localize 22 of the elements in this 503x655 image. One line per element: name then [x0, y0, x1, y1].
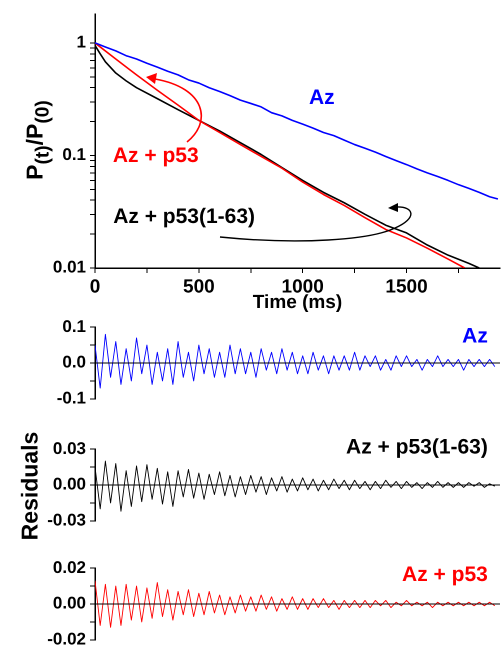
y-tick-label: 0.01	[52, 258, 86, 277]
y-tick-label: 0.1	[62, 316, 86, 336]
y-tick-label: 0.02	[52, 558, 86, 577]
y-tick-label: 0.03	[52, 438, 86, 458]
x-tick-label: 500	[182, 276, 215, 298]
y-tick-label: -0.02	[47, 629, 86, 648]
y-tick-label: 0.00	[52, 474, 86, 494]
text: Az + p53(1-63)	[113, 205, 256, 228]
series-label: Az + p53	[402, 563, 488, 586]
y-axis-title: Residuals	[16, 432, 44, 540]
series-label: Az + p53(1-63)	[346, 436, 488, 459]
series-label: Az	[308, 86, 335, 109]
x-tick-label: 1500	[385, 276, 428, 298]
series-label: Az + p53	[112, 144, 199, 168]
y-tick-label: 1	[76, 32, 86, 52]
y-tick-label: -0.03	[47, 510, 86, 530]
y-tick-label: 0.0	[62, 352, 86, 372]
x-tick-label: 0	[90, 276, 100, 298]
series-label: Az	[462, 324, 488, 348]
y-tick-label: 0.1	[62, 145, 86, 164]
y-tick-label: 0.00	[52, 594, 86, 613]
y-tick-label: -0.1	[56, 388, 86, 408]
